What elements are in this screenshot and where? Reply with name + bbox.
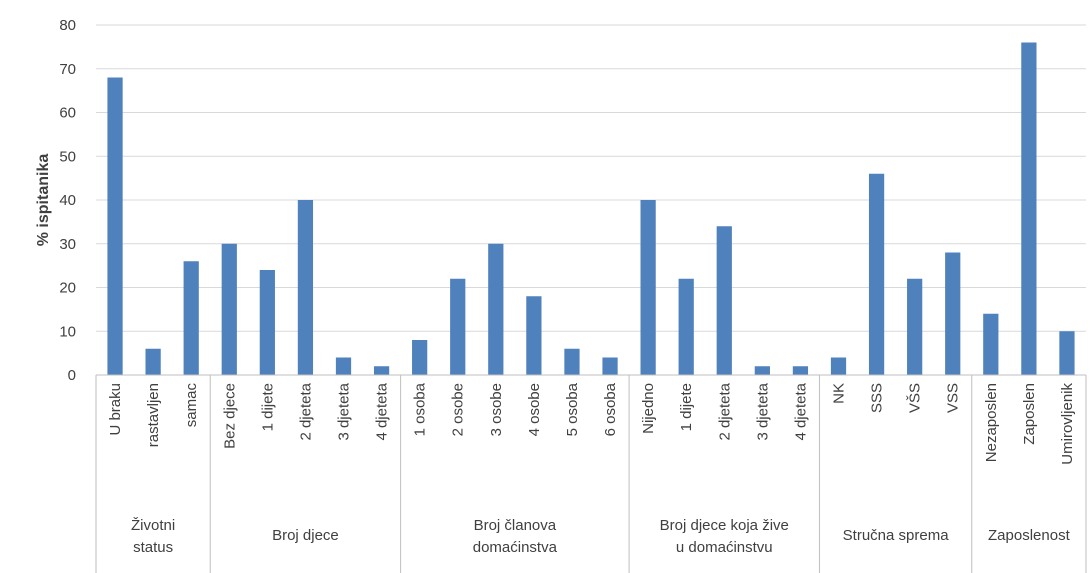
bar: [335, 357, 352, 375]
x-tick-label: Nezaposlen: [983, 383, 1000, 462]
bar: [754, 366, 770, 375]
bar: [373, 366, 390, 375]
group-label: Zaposlenost: [988, 527, 1071, 544]
bar: [107, 77, 123, 375]
group-label: status: [133, 539, 173, 556]
bar: [792, 366, 809, 375]
x-tick-label: Bez djece: [221, 383, 238, 449]
bar: [221, 243, 237, 375]
x-tick-label: 5 osoba: [564, 382, 581, 436]
bar: [259, 270, 275, 375]
bar: [564, 348, 580, 375]
x-tick-label: Zaposlen: [1021, 383, 1038, 445]
bar: [945, 252, 961, 375]
x-tick-label: 1 dijete: [678, 383, 695, 431]
x-tick-label: SSS: [869, 383, 886, 413]
x-tick-label: 3 osobe: [488, 383, 505, 436]
y-tick-label: 50: [59, 148, 76, 165]
bar: [830, 357, 847, 375]
bar: [640, 200, 656, 375]
bars: [107, 42, 1075, 375]
y-tick-label: 30: [59, 236, 76, 253]
group-label: Broj članova: [474, 517, 557, 534]
x-tick-label: Umirovljenik: [1059, 383, 1076, 465]
bar: [450, 278, 466, 375]
bar: [983, 313, 999, 375]
bar: [1059, 331, 1075, 375]
bar: [412, 340, 428, 375]
y-axis: 0 10 20 30 40 50 60 70 80: [59, 17, 76, 384]
x-tick-label: 2 osobe: [450, 383, 467, 436]
bar: [716, 226, 732, 375]
x-tick-label: 3 djeteta: [336, 382, 353, 440]
group-label: Stručna sprema: [843, 527, 950, 544]
x-tick-label: 2 djeteta: [716, 382, 733, 440]
x-tick-label: rastavljen: [145, 383, 162, 447]
x-tick-label: samac: [183, 383, 200, 428]
x-tick-label: 3 djeteta: [754, 382, 771, 440]
y-axis-title: % ispitanika: [35, 154, 52, 247]
x-tick-label: 2 djeteta: [297, 382, 314, 440]
y-tick-label: 70: [59, 61, 76, 78]
x-tick-label: VSS: [945, 383, 962, 413]
bar: [1021, 42, 1037, 375]
bar: [297, 200, 314, 375]
x-tick-label: Nijedno: [640, 383, 657, 434]
bar: [868, 173, 885, 375]
x-tick-label: 4 djeteta: [792, 382, 809, 440]
group-label: Broj djece koja žive: [660, 517, 789, 534]
bar: [526, 296, 542, 375]
x-tick-label: 1 dijete: [259, 383, 276, 431]
y-tick-label: 0: [68, 367, 76, 384]
y-tick-label: 20: [59, 280, 76, 297]
bar: [602, 357, 618, 375]
y-tick-label: 40: [59, 192, 76, 209]
gridlines: [96, 24, 1086, 332]
y-tick-label: 80: [59, 17, 76, 34]
x-tick-label: 4 djeteta: [374, 382, 391, 440]
group-label: u domaćinstvu: [676, 539, 773, 556]
x-tick-label: 1 osoba: [412, 382, 429, 436]
group-label: Broj djece: [272, 527, 339, 544]
group-label: domaćinstva: [473, 539, 558, 556]
x-tick-label: U braku: [107, 383, 124, 436]
x-tick-label: NK: [831, 383, 848, 404]
x-tick-label: VŠS: [907, 383, 924, 413]
bar: [907, 278, 923, 375]
bar: [488, 243, 504, 375]
x-axis: U braku rastavljen samac Bez djece 1 dijete 2…: [95, 374, 1087, 573]
bar: [145, 348, 161, 375]
x-tick-label: 4 osobe: [526, 383, 543, 436]
y-tick-label: 60: [59, 105, 76, 122]
bar: [183, 261, 199, 375]
group-label: Životni: [131, 517, 175, 534]
bar: [678, 278, 694, 375]
x-tick-label: 6 osoba: [602, 382, 619, 436]
y-tick-label: 10: [59, 323, 76, 340]
